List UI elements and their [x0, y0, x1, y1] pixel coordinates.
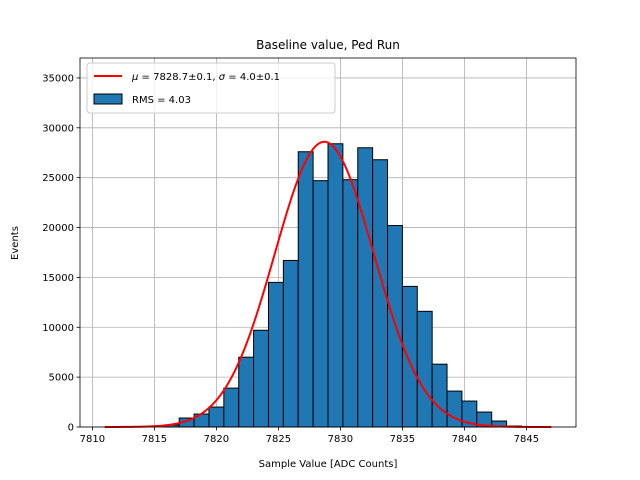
x-tick-label: 7845 [514, 434, 539, 445]
legend-fit-mu: μ [131, 72, 138, 83]
y-tick-label: 35000 [42, 73, 74, 84]
legend: μ = 7828.7±0.1, σ = 4.0±0.1 RMS = 4.03 [86, 62, 336, 114]
chart-title: Baseline value, Ped Run [256, 38, 400, 52]
histogram-bar [342, 179, 359, 428]
y-tick-label: 30000 [42, 123, 74, 134]
y-tick-label: 10000 [42, 323, 74, 334]
histogram-bar [238, 356, 255, 428]
legend-fit-sigma: σ [219, 72, 226, 83]
histogram-bar [253, 329, 269, 428]
legend-frame [86, 62, 336, 114]
axes-frame [79, 57, 577, 428]
histogram-bar [357, 147, 374, 428]
histogram-bar [327, 143, 344, 428]
x-tick-label: 7830 [328, 434, 353, 445]
y-tick-label: 20000 [42, 223, 74, 234]
histogram-bar [282, 259, 299, 428]
legend-fit-label: μ = 7828.7±0.1, σ = 4.0±0.1 [131, 72, 280, 83]
histogram-bar [312, 180, 329, 428]
histogram-bar [223, 387, 240, 428]
y-tick-label: 5000 [49, 373, 74, 384]
histogram-bar [431, 363, 448, 428]
plot-area: 7810 7815 7820 7825 7830 7835 7840 7845 0 5000 100… [42, 57, 577, 445]
legend-fit-sigma-value: = 4.0±0.1 [225, 72, 280, 83]
x-tick-label: 7840 [452, 434, 477, 445]
legend-hist-label: RMS = 4.03 [132, 95, 191, 106]
histogram-bar [267, 281, 284, 428]
fit-curve [104, 140, 552, 428]
histogram-bar [446, 390, 463, 428]
histogram-bar [208, 406, 225, 428]
x-tick-label: 7825 [266, 434, 291, 445]
legend-hist-swatch [93, 93, 123, 105]
y-axis-title: Events [10, 226, 21, 260]
x-axis-title: Sample Value [ADC Counts] [259, 459, 398, 470]
histogram-bar [401, 285, 418, 428]
x-tick-label: 7810 [80, 434, 105, 445]
x-tick-label: 7835 [390, 434, 415, 445]
y-tick-label: 25000 [42, 173, 74, 184]
x-tick-label: 7815 [142, 434, 167, 445]
histogram-bar [297, 151, 314, 428]
legend-fit-mu-value: = 7828.7±0.1, [138, 72, 218, 83]
x-tick-label: 7820 [204, 434, 229, 445]
y-tick-label: 15000 [42, 273, 74, 284]
histogram-bar [416, 310, 433, 428]
y-tick-label: 0 [68, 423, 74, 434]
